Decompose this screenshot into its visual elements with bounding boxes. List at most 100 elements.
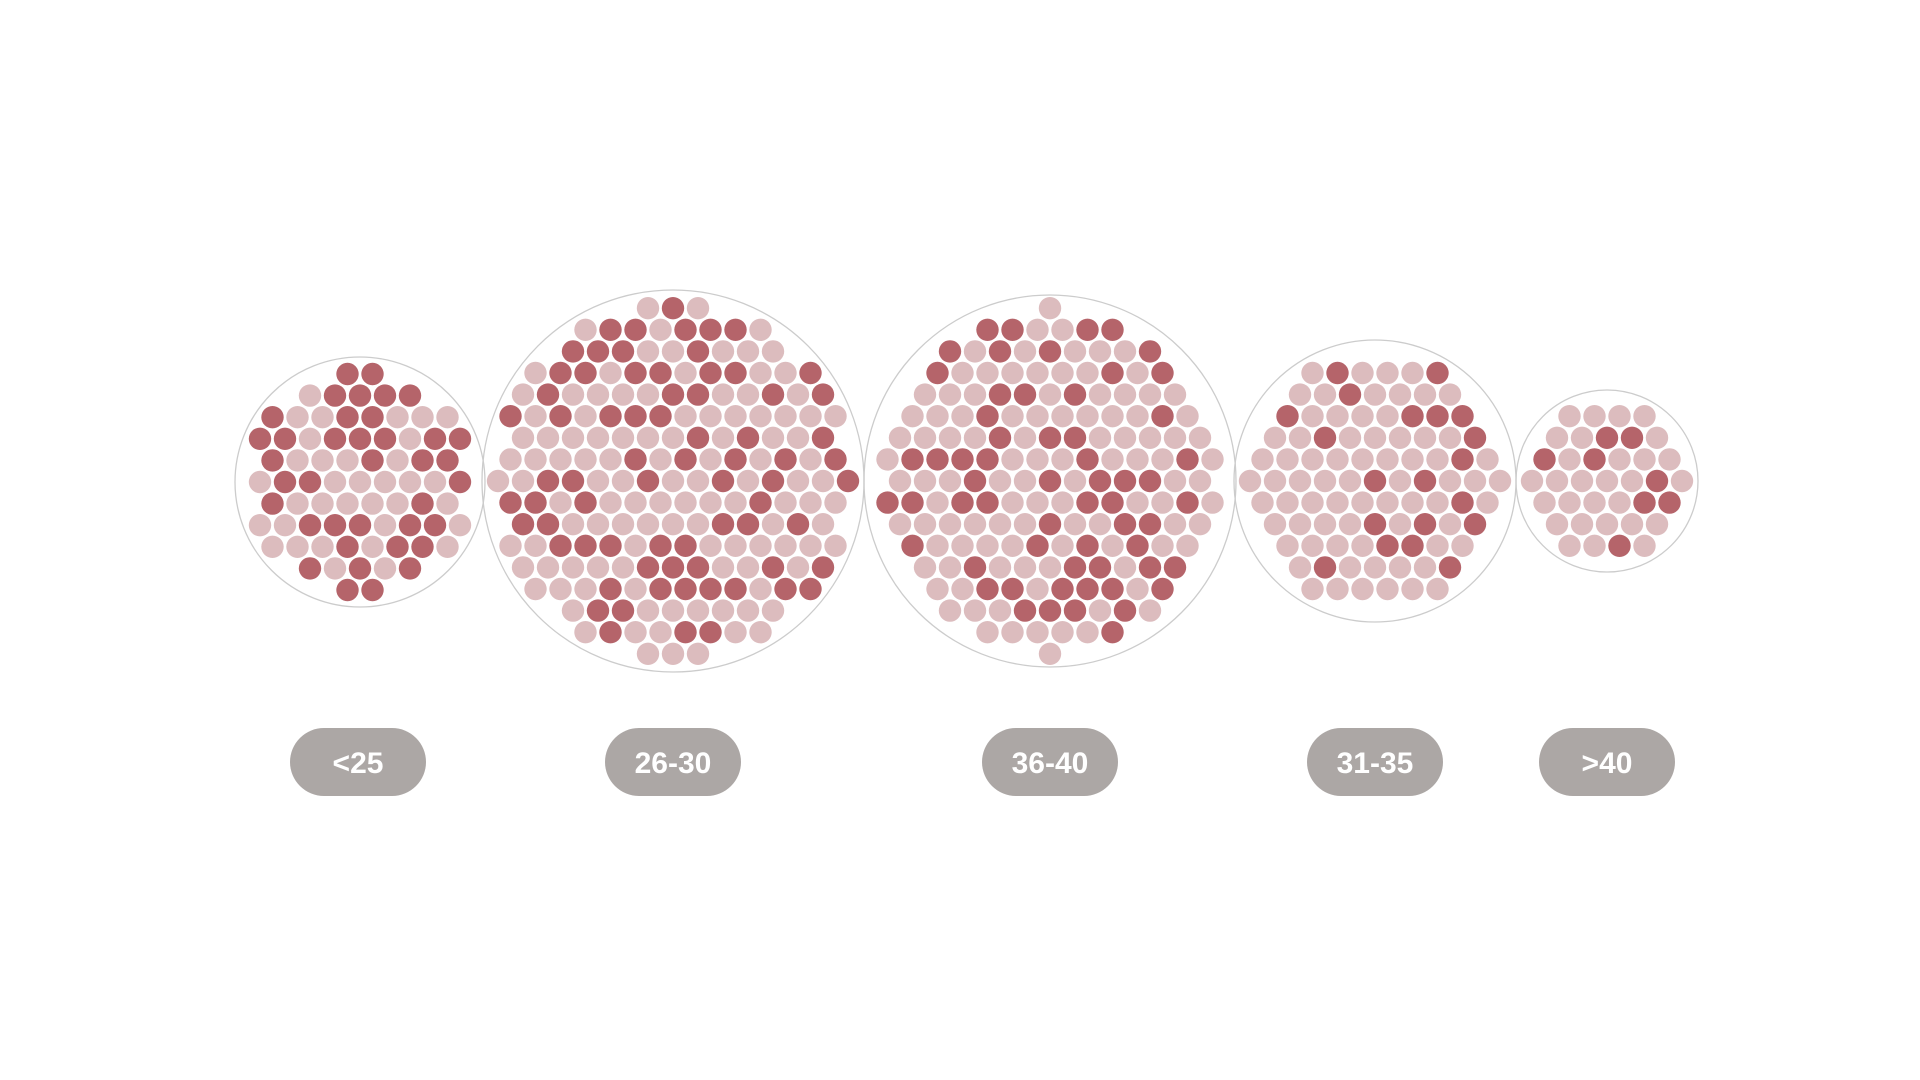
dot	[311, 449, 334, 472]
dot-highlighted	[536, 469, 560, 493]
dot	[1201, 448, 1224, 471]
dot-highlighted	[1413, 469, 1437, 493]
dot	[1388, 469, 1412, 493]
dot	[749, 405, 772, 428]
dot-highlighted	[586, 599, 610, 622]
dot-highlighted	[699, 361, 722, 385]
dot-highlighted	[1583, 448, 1606, 471]
dot-highlighted	[686, 556, 710, 579]
dot	[1263, 513, 1287, 536]
dot-highlighted	[1076, 318, 1099, 341]
dot-highlighted	[686, 426, 710, 449]
dot	[711, 556, 735, 579]
dot-highlighted	[599, 405, 622, 428]
dot	[448, 514, 472, 537]
dot	[1276, 448, 1299, 471]
dot-highlighted	[1001, 577, 1024, 601]
dot	[599, 448, 622, 471]
dot	[1063, 340, 1087, 363]
group-label: >40	[1582, 747, 1633, 780]
dot	[611, 383, 635, 406]
dot-highlighted	[448, 470, 472, 494]
dot	[1520, 469, 1544, 493]
group-label: <25	[333, 747, 384, 780]
dot	[1251, 448, 1274, 471]
dot	[1088, 340, 1112, 363]
dot	[1301, 534, 1324, 557]
dot-highlighted	[736, 426, 760, 449]
dot	[1426, 448, 1449, 471]
dot	[1558, 491, 1581, 514]
dot	[661, 426, 685, 449]
dot	[1113, 556, 1137, 579]
dot	[1288, 426, 1312, 449]
dot	[1001, 448, 1024, 471]
dot-highlighted	[499, 491, 522, 514]
dot	[1288, 556, 1312, 579]
dot	[724, 534, 747, 557]
dot	[1545, 513, 1569, 536]
dot	[1338, 426, 1362, 449]
dot	[674, 491, 697, 514]
dot	[499, 534, 522, 557]
dot-highlighted	[1533, 448, 1556, 471]
dot	[336, 492, 359, 515]
dot	[724, 405, 747, 428]
dot	[1476, 491, 1499, 514]
dot-highlighted	[261, 406, 284, 429]
dot-highlighted	[549, 361, 572, 385]
dot	[661, 599, 685, 622]
dot	[811, 513, 835, 536]
dot	[1476, 448, 1499, 471]
dot	[1038, 297, 1062, 320]
dot-highlighted	[636, 469, 660, 493]
dot	[774, 361, 797, 385]
dot-highlighted	[1401, 405, 1424, 428]
dot	[749, 534, 772, 557]
dot	[1051, 621, 1074, 644]
dot	[1051, 318, 1074, 341]
dot	[1376, 448, 1399, 471]
dot-highlighted	[1013, 599, 1037, 622]
dot	[511, 383, 535, 406]
dot	[1276, 534, 1299, 557]
dot	[888, 513, 912, 536]
dot-highlighted	[686, 340, 710, 363]
dot-highlighted	[1101, 361, 1124, 385]
dot-highlighted	[336, 535, 359, 558]
group-label-pill	[1539, 728, 1675, 796]
dot	[1138, 383, 1162, 406]
dot	[536, 556, 560, 579]
dot-highlighted	[674, 577, 697, 601]
dot	[1001, 534, 1024, 557]
dot	[951, 577, 974, 601]
dot-highlighted	[686, 383, 710, 406]
dot	[1608, 405, 1631, 428]
dot	[1438, 513, 1462, 536]
dot-highlighted	[336, 578, 359, 602]
dot	[938, 469, 962, 493]
dot	[574, 577, 597, 601]
dot-highlighted	[599, 577, 622, 601]
dot	[1620, 513, 1644, 536]
dot	[323, 470, 347, 494]
dot	[624, 534, 647, 557]
dot	[373, 470, 397, 494]
dot-highlighted	[699, 318, 722, 341]
dot	[636, 426, 660, 449]
dot-highlighted	[1438, 556, 1462, 579]
dot-highlighted	[1076, 577, 1099, 601]
dot	[1188, 426, 1212, 449]
dot-highlighted	[298, 514, 322, 537]
dot	[1558, 405, 1581, 428]
dot	[661, 513, 685, 536]
dot-highlighted	[574, 361, 597, 385]
dot	[1076, 405, 1099, 428]
dot	[323, 557, 347, 580]
dot-highlighted	[298, 470, 322, 494]
dot-highlighted	[1151, 405, 1174, 428]
dot	[686, 513, 710, 536]
dot-highlighted	[373, 384, 397, 407]
dot	[736, 383, 760, 406]
dot-highlighted	[749, 491, 772, 514]
